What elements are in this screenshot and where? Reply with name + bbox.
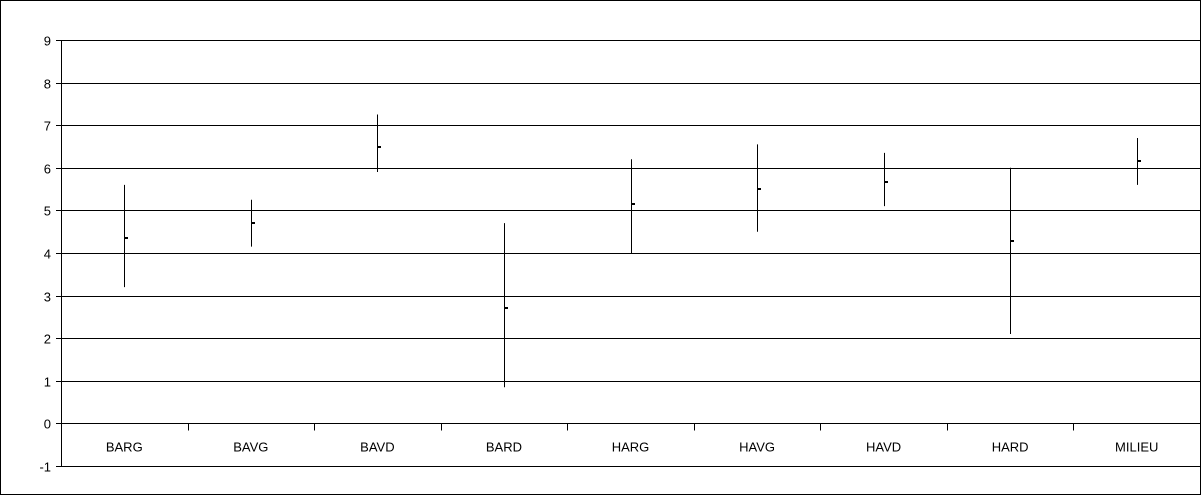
x-category-label: BAVG	[233, 440, 268, 455]
x-category-label: HARD	[992, 440, 1029, 455]
x-category-label: HARG	[612, 440, 650, 455]
value-marker-bard	[504, 307, 508, 309]
y-tick-label: 3	[44, 290, 51, 305]
x-category-label: HAVG	[739, 440, 775, 455]
value-marker-barg	[124, 237, 128, 239]
y-tick-labels: -1 0 1 2 3 4 5 6 7 8 9	[39, 34, 51, 475]
x-category-labels: BARG BAVG BAVD BARD HARG HAVG HAVD HARD MILIEU	[106, 440, 1159, 455]
value-marker-bavd	[377, 146, 381, 148]
value-marker-milieu	[1137, 160, 1141, 162]
value-marker-havd	[884, 181, 888, 183]
value-marker-havg	[757, 188, 761, 190]
value-marker-hard	[1010, 240, 1014, 242]
y-tick-label: 4	[44, 247, 51, 262]
x-category-label: HAVD	[866, 440, 901, 455]
y-tick-label: 5	[44, 204, 51, 219]
y-tick-label: 6	[44, 162, 51, 177]
y-tick-label: 9	[44, 34, 51, 49]
y-tick-label: 7	[44, 119, 51, 134]
value-marker-bavg	[251, 222, 255, 224]
gridlines	[61, 40, 1200, 467]
y-tick-label: 0	[44, 417, 51, 432]
y-tick-label: -1	[39, 460, 51, 475]
x-category-label: BARD	[486, 440, 522, 455]
axes	[56, 40, 1201, 467]
value-marker-harg	[631, 203, 635, 205]
data-series	[124, 114, 1141, 388]
x-category-label: MILIEU	[1115, 440, 1158, 455]
x-category-label: BARG	[106, 440, 143, 455]
y-tick-label: 2	[44, 332, 51, 347]
y-tick-label: 1	[44, 375, 51, 390]
y-tick-label: 8	[44, 77, 51, 92]
x-category-label: BAVD	[360, 440, 394, 455]
